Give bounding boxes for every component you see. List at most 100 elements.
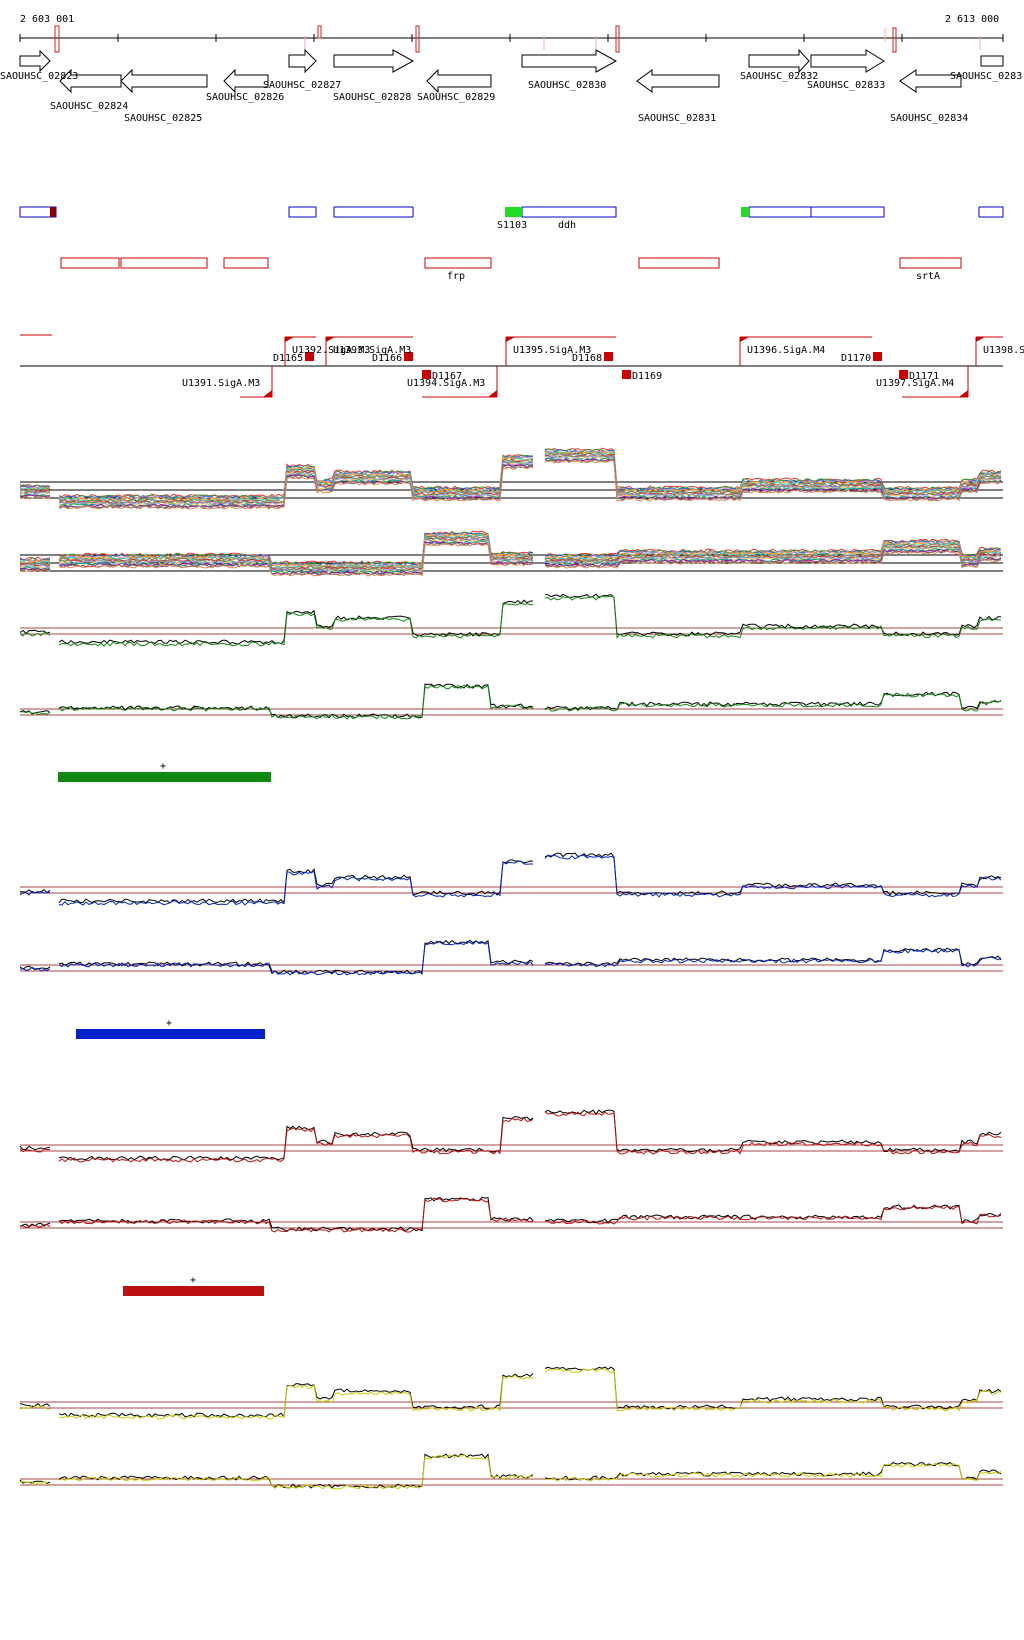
gene-label: SAOUHSC_02832 xyxy=(740,71,818,82)
ruler-end-label: 2 613 000 xyxy=(945,14,999,25)
gene-label: SAOUHSC_02833 xyxy=(807,80,885,91)
terminator-label: D1170 xyxy=(841,353,871,364)
gene-labels: SAOUHSC_02823 SAOUHSC_02824 SAOUHSC_0282… xyxy=(0,71,1022,124)
feature-label: srtA xyxy=(916,271,940,282)
gene-arrow-forward[interactable] xyxy=(521,49,618,73)
signal-trace-forward xyxy=(19,593,1001,645)
promoter-label: U1392.SigA.M3 xyxy=(292,345,370,356)
feature-box[interactable] xyxy=(60,257,120,269)
gene-arrow-reverse[interactable] xyxy=(59,68,122,94)
promoter-arrow[interactable] xyxy=(976,337,985,342)
feature-label: S1103 xyxy=(497,220,527,231)
promoter-arrow[interactable] xyxy=(740,337,749,342)
feature-label: frp xyxy=(447,271,465,282)
signal-trace-forward xyxy=(19,852,1002,904)
terminator-label: D1165 xyxy=(273,353,303,364)
promoter-arrow[interactable] xyxy=(326,337,335,342)
gene-arrow-reverse[interactable] xyxy=(899,69,962,93)
signal-trace-reverse xyxy=(19,683,1002,719)
signal-trace-forward xyxy=(19,1109,1002,1161)
gene-arrow-reverse[interactable] xyxy=(426,68,492,94)
ruler-start-label: 2 603 001 xyxy=(20,14,74,25)
overview-trace xyxy=(19,450,1002,501)
yellow-condition-panel xyxy=(19,1366,1003,1490)
promoter-label: U1398.S xyxy=(983,345,1024,356)
cluster-bar[interactable] xyxy=(58,772,271,782)
feature-box[interactable] xyxy=(120,257,208,269)
gene-label: SAOUHSC_02827 xyxy=(263,80,341,91)
overview-trace xyxy=(19,448,1002,499)
feature-box[interactable] xyxy=(638,257,720,269)
feature-mark[interactable] xyxy=(50,207,56,217)
feature-label: ddh xyxy=(558,220,576,231)
terminator-mark[interactable] xyxy=(422,370,431,379)
signal-trace-forward xyxy=(19,854,1002,906)
terminator-mark[interactable] xyxy=(622,370,631,379)
cluster-bar[interactable] xyxy=(123,1286,264,1296)
terminator-mark[interactable] xyxy=(873,352,882,361)
promoter-arrow[interactable] xyxy=(488,390,497,397)
gene-arrow-forward[interactable] xyxy=(333,49,415,73)
terminator-mark[interactable] xyxy=(305,352,314,361)
signal-trace-forward xyxy=(19,595,1001,647)
feature-box[interactable] xyxy=(333,206,414,218)
gene-annotation-track xyxy=(19,48,1004,94)
cluster-bar[interactable] xyxy=(76,1029,265,1039)
terminator-mark[interactable] xyxy=(899,370,908,379)
gene-arrow-forward[interactable] xyxy=(19,49,51,73)
overview-trace xyxy=(19,534,1002,569)
gene-label: SAOUHSC_02830 xyxy=(528,80,606,91)
gene-arrow-forward[interactable] xyxy=(288,48,317,74)
gene-label: SAOUHSC_02829 xyxy=(417,92,495,103)
promoter-label: U1397.SigA.M4 xyxy=(876,378,954,389)
coordinate-ruler: 2 603 001 2 613 000 xyxy=(19,14,1004,53)
expression-overview-forward xyxy=(19,447,1003,510)
cluster-mark: + xyxy=(190,1275,196,1286)
signal-trace-reverse xyxy=(19,1454,1002,1490)
reverse-feature-track: frp srtA xyxy=(60,257,962,282)
overview-trace xyxy=(20,459,1002,510)
feature-box[interactable] xyxy=(521,206,617,218)
terminator-label: D1168 xyxy=(572,353,602,364)
gene-arrow-forward[interactable] xyxy=(810,49,885,73)
terminator-label: D1171 xyxy=(909,371,939,382)
feature-box[interactable] xyxy=(810,206,885,218)
gene-arrow-reverse[interactable] xyxy=(120,68,208,94)
expression-overview-reverse xyxy=(19,530,1003,577)
cluster-mark: + xyxy=(166,1018,172,1029)
gene-arrow-forward[interactable] xyxy=(980,55,1004,67)
signal-trace-forward xyxy=(19,1368,1002,1420)
promoter-arrow[interactable] xyxy=(285,337,294,342)
overview-trace xyxy=(19,542,1002,577)
feature-mark[interactable] xyxy=(505,207,522,217)
signal-trace-forward xyxy=(19,1111,1002,1163)
feature-box[interactable] xyxy=(978,206,1004,218)
promoter-label: U1394.SigA.M3 xyxy=(407,378,485,389)
promoter-terminator-track: U1392.SigA.M3 U1393.SigA.M3 U1395.SigA.M… xyxy=(20,334,1024,398)
gene-arrow-reverse[interactable] xyxy=(223,68,269,94)
cluster-mark: + xyxy=(160,761,166,772)
promoter-label: U1393.SigA.M3 xyxy=(333,345,411,356)
signal-trace-reverse xyxy=(19,1196,1002,1232)
terminator-mark[interactable] xyxy=(604,352,613,361)
terminator-mark[interactable] xyxy=(404,352,413,361)
gene-label: SAOUHSC_02834 xyxy=(890,113,968,124)
signal-trace-reverse xyxy=(20,1197,1002,1233)
feature-box[interactable] xyxy=(424,257,492,269)
feature-box[interactable] xyxy=(748,206,812,218)
blue-condition-panel: + xyxy=(19,852,1003,1039)
gene-arrow-reverse[interactable] xyxy=(636,69,720,93)
promoter-arrow[interactable] xyxy=(263,390,272,397)
feature-box[interactable] xyxy=(899,257,962,269)
feature-mark[interactable] xyxy=(741,207,749,217)
feature-box[interactable] xyxy=(223,257,269,269)
promoter-arrow[interactable] xyxy=(959,390,968,397)
gene-arrow-forward[interactable] xyxy=(748,48,810,74)
promoter-label: U1395.SigA.M3 xyxy=(513,345,591,356)
signal-trace-reverse xyxy=(19,684,1002,720)
terminator-label: D1169 xyxy=(632,371,662,382)
terminator-label: D1166 xyxy=(372,353,402,364)
promoter-arrow[interactable] xyxy=(506,337,515,342)
feature-box[interactable] xyxy=(288,206,317,218)
